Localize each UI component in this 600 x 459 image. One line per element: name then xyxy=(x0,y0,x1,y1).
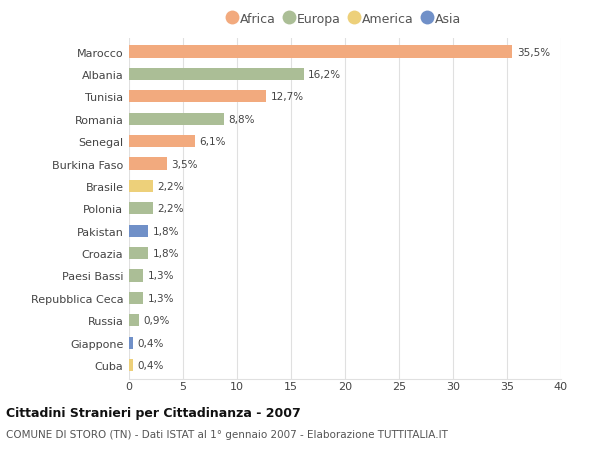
Bar xyxy=(129,158,167,170)
Text: 2,2%: 2,2% xyxy=(157,204,184,214)
Text: 35,5%: 35,5% xyxy=(517,47,550,57)
Text: 0,4%: 0,4% xyxy=(137,338,164,348)
Text: 1,8%: 1,8% xyxy=(153,248,179,258)
Bar xyxy=(129,91,266,103)
Text: 2,2%: 2,2% xyxy=(157,181,184,191)
Text: 16,2%: 16,2% xyxy=(308,70,341,80)
Bar xyxy=(129,247,148,260)
Text: 0,4%: 0,4% xyxy=(137,360,164,370)
Bar xyxy=(129,359,133,371)
Bar xyxy=(129,225,148,237)
Bar xyxy=(129,113,224,126)
Bar xyxy=(129,292,143,304)
Bar xyxy=(129,203,153,215)
Text: 3,5%: 3,5% xyxy=(171,159,197,169)
Bar xyxy=(129,136,195,148)
Bar xyxy=(129,337,133,349)
Text: 1,8%: 1,8% xyxy=(153,226,179,236)
Text: 12,7%: 12,7% xyxy=(271,92,304,102)
Text: 1,3%: 1,3% xyxy=(148,293,174,303)
Legend: Africa, Europa, America, Asia: Africa, Europa, America, Asia xyxy=(229,13,461,26)
Bar xyxy=(129,270,143,282)
Bar xyxy=(129,69,304,81)
Text: 1,3%: 1,3% xyxy=(148,271,174,281)
Text: Cittadini Stranieri per Cittadinanza - 2007: Cittadini Stranieri per Cittadinanza - 2… xyxy=(6,406,301,419)
Text: 8,8%: 8,8% xyxy=(229,114,255,124)
Text: 6,1%: 6,1% xyxy=(199,137,226,147)
Bar xyxy=(129,314,139,327)
Text: COMUNE DI STORO (TN) - Dati ISTAT al 1° gennaio 2007 - Elaborazione TUTTITALIA.I: COMUNE DI STORO (TN) - Dati ISTAT al 1° … xyxy=(6,429,448,439)
Text: 0,9%: 0,9% xyxy=(143,316,169,325)
Bar xyxy=(129,46,512,59)
Bar xyxy=(129,180,153,193)
